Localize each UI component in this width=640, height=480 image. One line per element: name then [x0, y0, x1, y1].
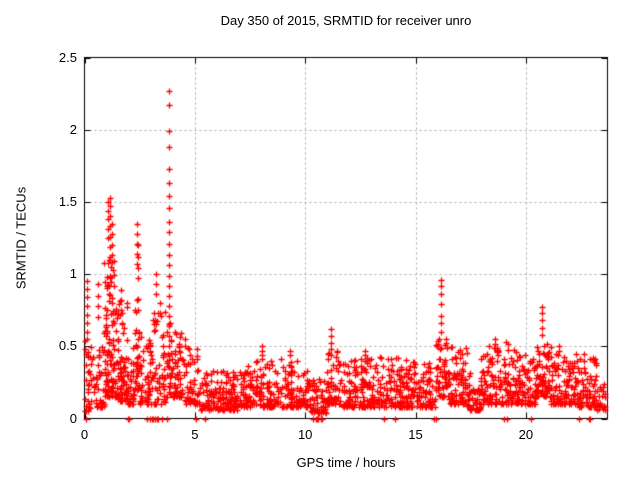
chart-title: Day 350 of 2015, SRMTID for receiver unr…: [220, 13, 472, 28]
x-axis-label: GPS time / hours: [296, 455, 396, 470]
y-axis-label: SRMTID / TECUs: [13, 186, 29, 290]
